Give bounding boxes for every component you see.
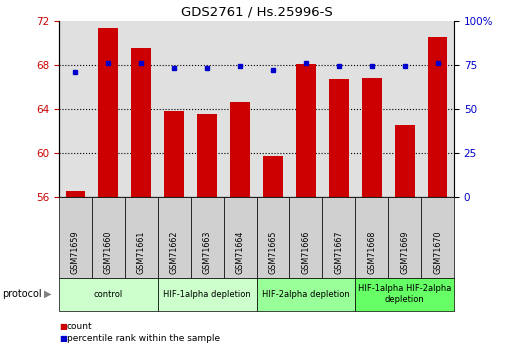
Bar [98,28,118,197]
Text: GSM71660: GSM71660 [104,231,113,274]
Bar [296,63,315,197]
Bar [428,37,447,197]
Bar [131,48,151,197]
Bar [66,191,85,197]
Text: HIF-1alpha HIF-2alpha
depletion: HIF-1alpha HIF-2alpha depletion [358,284,451,304]
Bar [329,79,349,197]
Text: GSM71665: GSM71665 [268,231,278,274]
Text: percentile rank within the sample: percentile rank within the sample [67,334,220,343]
Text: ■: ■ [59,322,67,331]
Text: GSM71666: GSM71666 [301,231,310,274]
Text: GSM71667: GSM71667 [334,231,343,274]
Text: GSM71659: GSM71659 [71,231,80,274]
Text: GSM71664: GSM71664 [235,231,245,274]
Text: GDS2761 / Hs.25996-S: GDS2761 / Hs.25996-S [181,5,332,18]
Text: GSM71670: GSM71670 [433,231,442,274]
Bar [362,78,382,197]
Text: count: count [67,322,92,331]
Text: HIF-1alpha depletion: HIF-1alpha depletion [163,289,251,299]
Text: HIF-2alpha depletion: HIF-2alpha depletion [262,289,350,299]
Text: ■: ■ [59,334,67,343]
Text: ▶: ▶ [44,289,51,299]
Bar [164,111,184,197]
Bar [263,156,283,197]
Bar [230,102,250,197]
Bar [197,114,217,197]
Text: GSM71668: GSM71668 [367,231,376,274]
Text: GSM71669: GSM71669 [400,231,409,274]
Text: GSM71663: GSM71663 [203,231,212,274]
Text: GSM71662: GSM71662 [170,231,179,274]
Text: GSM71661: GSM71661 [137,231,146,274]
Text: control: control [94,289,123,299]
Text: protocol: protocol [3,289,42,299]
Bar [394,125,415,197]
